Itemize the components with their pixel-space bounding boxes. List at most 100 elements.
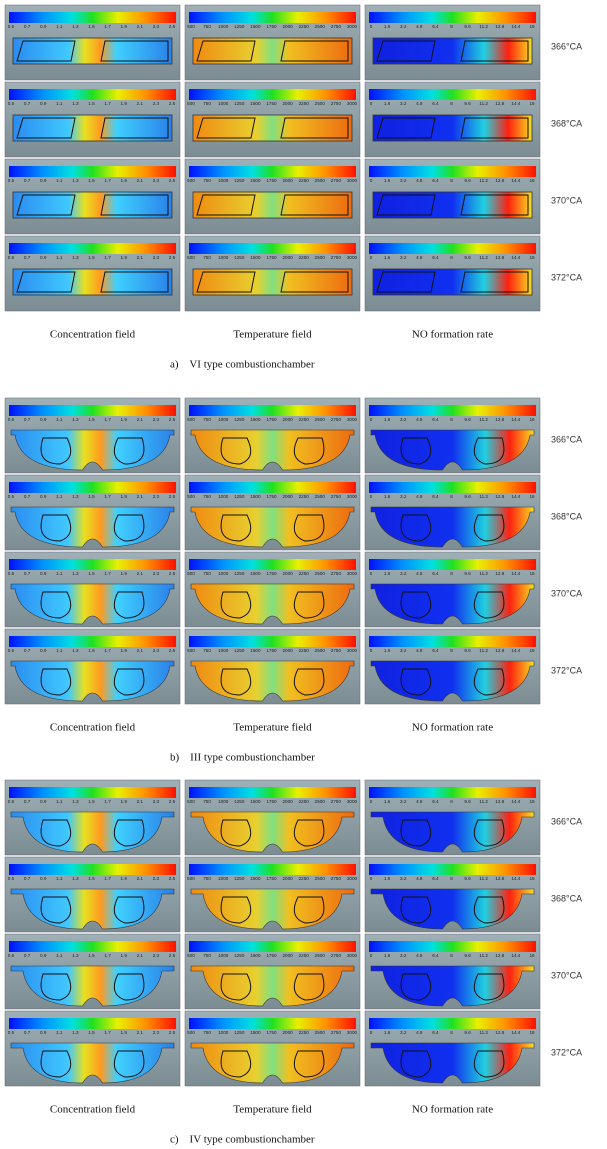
colorbar-tick-label: 1750 — [266, 799, 277, 804]
colorbar-tick-label: 2.1 — [137, 799, 144, 804]
chamber-field — [193, 192, 352, 218]
colorbar-tick-label: 1.7 — [104, 799, 111, 804]
colorbar — [189, 1018, 356, 1029]
colorbar-tick-label: 1.5 — [88, 953, 95, 958]
colorbar-tick-label: 0.9 — [40, 571, 47, 576]
colorbar-tick-label: 12.8 — [495, 494, 504, 499]
colorbar-tick-label: 6.4 — [432, 101, 439, 106]
colorbar — [9, 243, 176, 254]
colorbar-tick-label: 3000 — [347, 648, 358, 653]
colorbar-tick-label: 1.6 — [384, 101, 391, 106]
colorbar-tick-label: 1.3 — [72, 799, 79, 804]
colorbar-tick-label: 2000 — [282, 255, 293, 260]
colorbar-tick-label: 4.8 — [416, 953, 423, 958]
colorbar-tick-label: 2.5 — [169, 799, 176, 804]
colorbar-tick-label: 0.7 — [24, 417, 31, 422]
colorbar-tick-label: 8 — [450, 178, 453, 183]
colorbar-tick-label: 4.8 — [416, 101, 423, 106]
colorbar-tick-label: 1500 — [250, 178, 261, 183]
colorbar-tick-label: 3000 — [347, 876, 358, 881]
colorbar-tick-label: 9.6 — [464, 101, 471, 106]
colorbar-tick-label: 2.1 — [137, 494, 144, 499]
field-panel: 5007501000125015001750200022502500275030… — [185, 236, 360, 311]
colorbar-tick-label: 2.5 — [169, 648, 176, 653]
colorbar-tick-label: 8 — [450, 571, 453, 576]
colorbar-tick-label: 2000 — [282, 953, 293, 958]
colorbar-tick-label: 0.5 — [8, 1030, 15, 1035]
colorbar-tick-label: 2500 — [315, 648, 326, 653]
colorbar-tick-label: 2500 — [315, 101, 326, 106]
colorbar-tick-label: 1.7 — [104, 876, 111, 881]
colorbar-tick-label: 11.2 — [479, 101, 488, 106]
colorbar-tick-label: 6.4 — [432, 648, 439, 653]
colorbar-tick-label: 0.7 — [24, 799, 31, 804]
field-panel: 01.63.24.86.489.611.212.814.416 — [365, 475, 540, 550]
chamber-field — [373, 192, 532, 218]
colorbar-tick-label: 2500 — [315, 417, 326, 422]
colorbar-tick-label: 11.2 — [479, 799, 488, 804]
colorbar-tick-label: 1.7 — [104, 417, 111, 422]
colorbar-tick-label: 0.9 — [40, 876, 47, 881]
colorbar — [369, 941, 536, 952]
colorbar-tick-label: 6.4 — [432, 571, 439, 576]
colorbar-tick-label: 1.9 — [121, 799, 128, 804]
colorbar-tick-label: 3.2 — [400, 876, 407, 881]
field-panel: 5007501000125015001750200022502500275030… — [185, 82, 360, 157]
colorbar-tick-label: 2.5 — [169, 571, 176, 576]
colorbar-tick-label: 4.8 — [416, 178, 423, 183]
colorbar-tick-label: 1000 — [218, 648, 229, 653]
colorbar — [9, 482, 176, 493]
colorbar-tick-label: 1.6 — [384, 876, 391, 881]
colorbar-tick-label: 1.1 — [56, 178, 63, 183]
colorbar-tick-label: 3.2 — [400, 799, 407, 804]
colorbar-tick-label: 1.9 — [121, 1030, 128, 1035]
colorbar-tick-label: 3.2 — [400, 1030, 407, 1035]
colorbar-tick-label: 750 — [203, 255, 211, 260]
colorbar-tick-label: 1.7 — [104, 101, 111, 106]
colorbar-tick-label: 2750 — [331, 799, 342, 804]
colorbar-tick-label: 11.2 — [479, 1030, 488, 1035]
colorbar-tick-label: 2.1 — [137, 1030, 144, 1035]
colorbar-tick-label: 1250 — [234, 24, 245, 29]
column-label: NO formation rate — [412, 1104, 493, 1116]
colorbar-tick-label: 16 — [529, 24, 535, 29]
colorbar-tick-label: 2.3 — [153, 1030, 160, 1035]
colorbar-tick-label: 3.2 — [400, 255, 407, 260]
colorbar-tick-label: 8 — [450, 24, 453, 29]
colorbar-tick-label: 1500 — [250, 953, 261, 958]
colorbar-tick-label: 0.5 — [8, 953, 15, 958]
colorbar-tick-label: 0.7 — [24, 101, 31, 106]
colorbar-tick-label: 1.1 — [56, 571, 63, 576]
colorbar-tick-label: 2250 — [299, 24, 310, 29]
colorbar-tick-label: 4.8 — [416, 571, 423, 576]
colorbar-tick-label: 6.4 — [432, 953, 439, 958]
chamber-field — [193, 269, 352, 295]
colorbar — [369, 864, 536, 875]
colorbar-tick-label: 14.4 — [511, 255, 520, 260]
colorbar-tick-label: 11.2 — [479, 24, 488, 29]
colorbar — [9, 941, 176, 952]
colorbar-tick-label: 1250 — [234, 648, 245, 653]
colorbar-tick-label: 1000 — [218, 1030, 229, 1035]
crank-angle-label: 368°CA — [551, 893, 582, 903]
colorbar-tick-label: 1500 — [250, 24, 261, 29]
colorbar-tick-label: 1.6 — [384, 494, 391, 499]
colorbar-tick-label: 6.4 — [432, 255, 439, 260]
colorbar-tick-label: 12.8 — [495, 1030, 504, 1035]
colorbar — [9, 12, 176, 23]
colorbar-tick-label: 0.9 — [40, 1030, 47, 1035]
colorbar-tick-label: 500 — [187, 571, 195, 576]
colorbar-tick-label: 2.3 — [153, 648, 160, 653]
colorbar-tick-label: 500 — [187, 876, 195, 881]
colorbar — [369, 89, 536, 100]
colorbar-tick-label: 1.3 — [72, 876, 79, 881]
crank-angle-label: 368°CA — [551, 511, 582, 521]
colorbar-tick-label: 500 — [187, 101, 195, 106]
colorbar-tick-label: 1750 — [266, 953, 277, 958]
colorbar-tick-label: 9.6 — [464, 571, 471, 576]
colorbar-tick-label: 14.4 — [511, 24, 520, 29]
colorbar-tick-label: 1.3 — [72, 1030, 79, 1035]
colorbar-tick-label: 2.3 — [153, 101, 160, 106]
colorbar-tick-label: 12.8 — [495, 648, 504, 653]
